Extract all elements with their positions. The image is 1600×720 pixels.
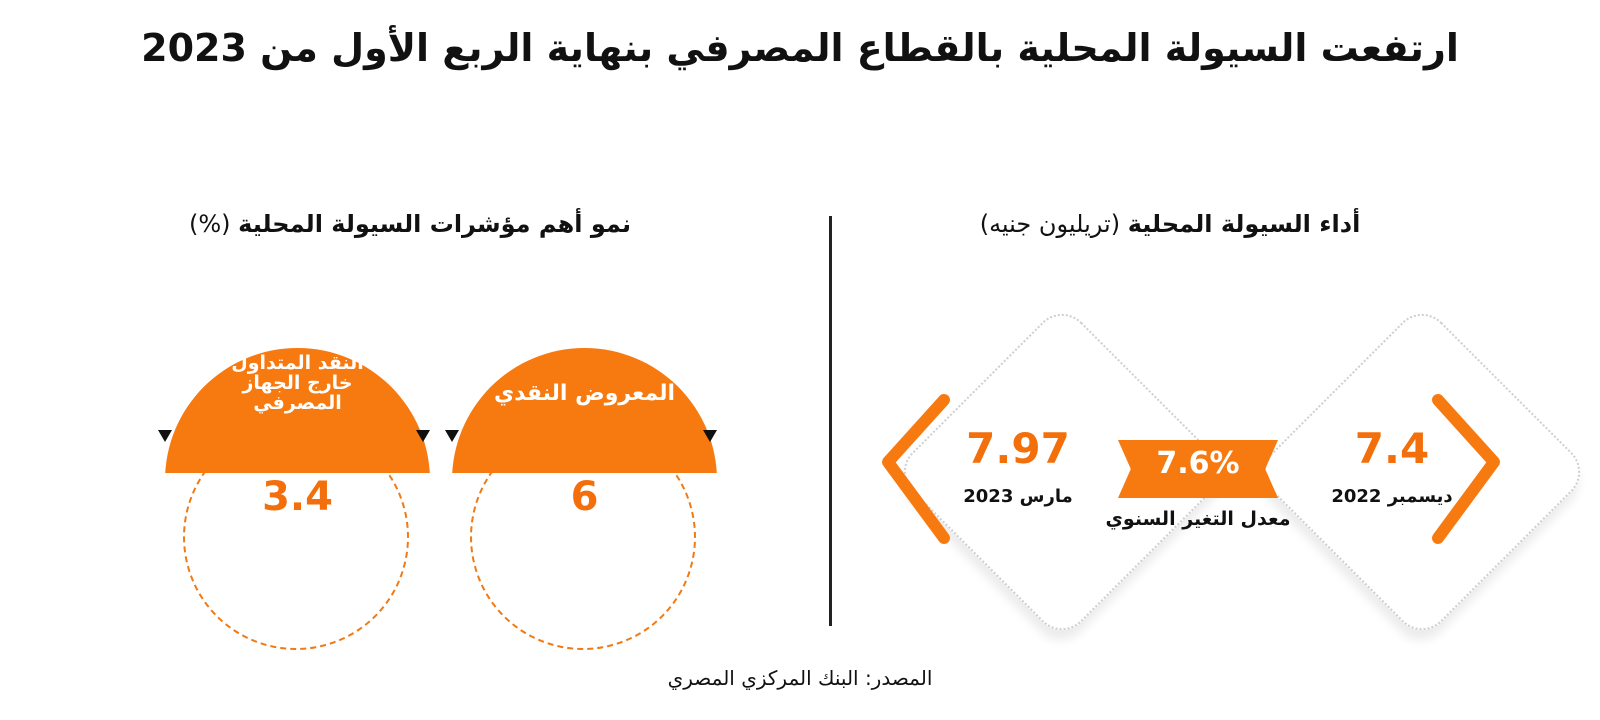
circle-cap xyxy=(452,348,717,473)
mar-label: مارس 2023 xyxy=(963,486,1073,507)
page-title: ارتفعت السيولة المحلية بالقطاع المصرفي ب… xyxy=(141,26,1459,70)
right-bracket xyxy=(1432,394,1500,544)
indicator-currency-outside-banks: النقد المتداول خارج الجهاز المصرفي 3.4 xyxy=(158,348,430,671)
indicator-label: النقد المتداول خارج الجهاز المصرفي xyxy=(231,352,364,414)
cap-corner-left xyxy=(158,430,172,442)
dec-value: 7.4 xyxy=(1354,424,1430,473)
indicator-money-supply: المعروض النقدي 6 xyxy=(445,348,717,671)
left-bracket xyxy=(882,394,950,544)
left-section-title: نمو أهم مؤشرات السيولة المحلية (%) xyxy=(150,210,670,238)
cap-corner-right xyxy=(703,430,717,442)
left-title-unit: (%) xyxy=(188,210,231,238)
right-title-bold: أداء السيولة المحلية xyxy=(1127,210,1361,238)
mar-value: 7.97 xyxy=(966,424,1070,473)
change-ribbon xyxy=(1118,440,1278,498)
change-label: معدل التغير السنوي xyxy=(1105,508,1291,530)
indicator-value: 3.4 xyxy=(262,474,333,520)
indicator-label: المعروض النقدي xyxy=(493,381,676,406)
section-divider xyxy=(829,216,832,626)
source-footer: المصدر: البنك المركزي المصري xyxy=(667,666,933,690)
right-section-title: أداء السيولة المحلية (تريليون جنيه) xyxy=(920,210,1420,238)
change-value: 7.6% xyxy=(1156,446,1240,481)
indicator-value: 6 xyxy=(570,474,599,520)
left-title-bold: نمو أهم مؤشرات السيولة المحلية xyxy=(238,210,632,238)
cap-corner-left xyxy=(445,430,459,442)
cap-corner-right xyxy=(416,430,430,442)
dec-label: ديسمبر 2022 xyxy=(1331,486,1453,507)
right-title-unit: (تريليون جنيه) xyxy=(979,210,1121,238)
circle-cap xyxy=(165,348,430,473)
